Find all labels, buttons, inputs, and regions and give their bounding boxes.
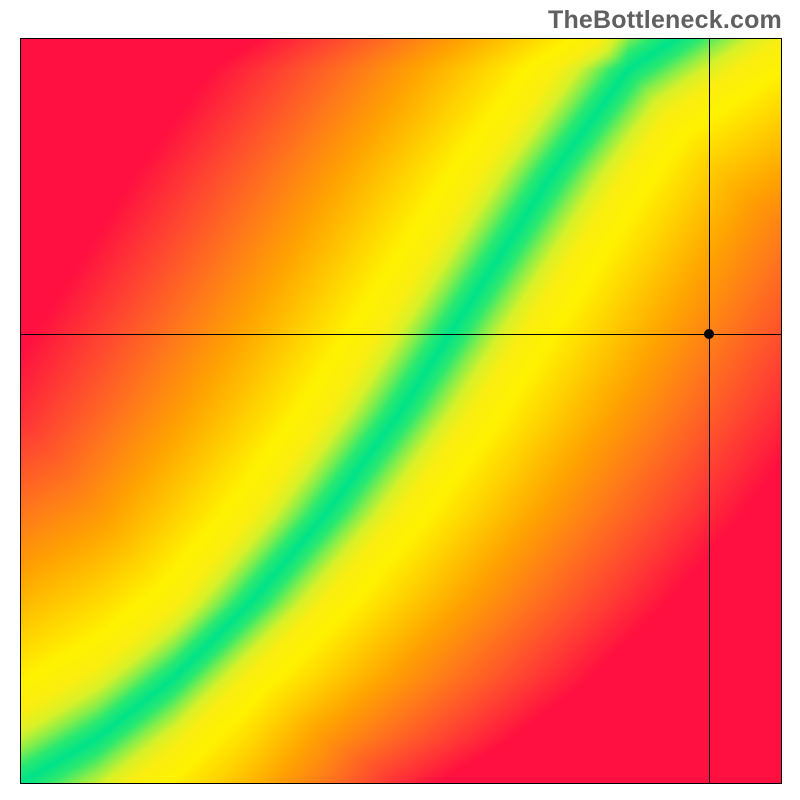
crosshair-marker	[704, 329, 714, 339]
crosshair-vertical-line	[709, 39, 710, 783]
heatmap-plot	[20, 38, 782, 784]
heatmap-canvas	[21, 39, 781, 783]
watermark-text: TheBottleneck.com	[548, 6, 782, 35]
crosshair-horizontal-line	[21, 334, 781, 335]
